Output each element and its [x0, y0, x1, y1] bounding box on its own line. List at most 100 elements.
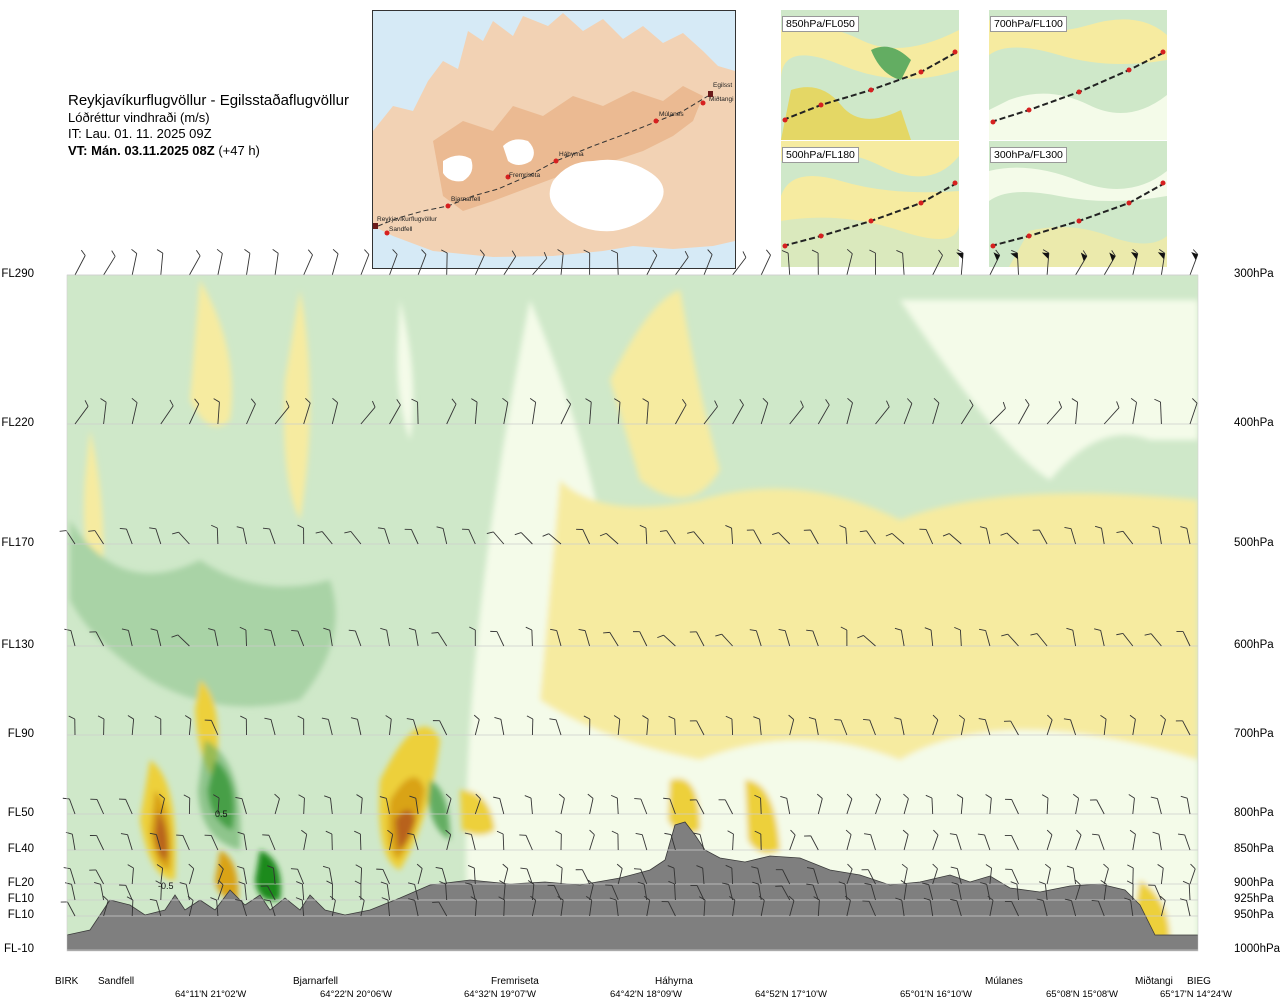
wind-barb [1063, 718, 1077, 736]
wind-barb [634, 798, 648, 815]
wind-barb [387, 829, 394, 851]
wind-barb [664, 832, 676, 851]
init-time: IT: Lau. 01. 11. 2025 09Z [68, 126, 212, 141]
wind-barb [1041, 794, 1049, 815]
wind-barb [585, 398, 592, 425]
wind-barb [557, 249, 564, 276]
wind-barb [274, 400, 290, 425]
wind-barb [216, 248, 223, 276]
wind-barb [875, 793, 882, 815]
hpa-label: 700hPa [1234, 728, 1274, 740]
wind-barb [661, 901, 676, 917]
map-label-hahyrna: Háhyrna [559, 151, 584, 158]
coordinate-label: 64°11'N 21°02'W [175, 989, 247, 1000]
wind-barb [188, 398, 200, 425]
wind-barb [68, 715, 76, 736]
wind-barb [885, 533, 905, 545]
wind-barb [689, 720, 705, 736]
wind-barb [859, 530, 876, 545]
wind-barb [583, 249, 591, 276]
wind-barb [703, 249, 713, 276]
mini-map-700: 700hPa/FL100 [989, 10, 1167, 140]
wind-barb [530, 895, 537, 917]
wind-barb [862, 900, 876, 917]
wind-barb [486, 531, 505, 545]
wind-barb [932, 397, 940, 425]
wind-barb [1094, 525, 1105, 545]
wind-barb [118, 798, 133, 815]
valid-time: VT: Mán. 03.11.2025 08Z (+47 h) [68, 142, 368, 159]
wind-barb [1094, 628, 1105, 647]
wind-barb [642, 398, 649, 425]
wind-barb [297, 715, 305, 736]
wind-barb [635, 833, 648, 851]
wind-barb [176, 834, 190, 851]
fl-label: FL40 [7, 843, 34, 855]
wind-barb [502, 397, 509, 425]
wind-barb [360, 400, 376, 425]
wind-barb [846, 248, 853, 276]
wind-barb [1010, 881, 1019, 901]
wind-barb [445, 829, 452, 851]
wind-barb [503, 250, 517, 276]
wind-barb [381, 897, 390, 917]
wind-barb [663, 797, 676, 815]
fl-label: FL10 [7, 909, 34, 921]
wind-barb [246, 398, 256, 425]
wind-barb [857, 635, 876, 647]
wind-barb [1003, 720, 1019, 736]
wind-barb [119, 884, 133, 901]
wind-barb [775, 869, 791, 885]
wind-barb [864, 882, 876, 901]
fl-label: FL290 [1, 268, 34, 280]
wind-barb [490, 630, 505, 647]
wind-barb [326, 880, 333, 901]
hpa-label: 300hPa [1234, 268, 1274, 280]
wind-barb [100, 398, 107, 425]
wind-barb [789, 829, 796, 851]
wind-barb [760, 398, 769, 425]
wind-barb [633, 868, 648, 885]
wind-barb [380, 627, 390, 647]
wind-barb [358, 895, 365, 917]
wind-barb [1004, 900, 1019, 917]
wind-barb [1126, 880, 1134, 901]
wind-barb [894, 627, 905, 647]
wind-barb [502, 863, 509, 885]
wind-barb [977, 833, 991, 851]
wind-barb [360, 249, 370, 276]
wind-barb [958, 714, 965, 736]
wind-barb [1032, 529, 1048, 545]
wind-barb [126, 896, 134, 917]
wind-barb [88, 530, 104, 545]
station-label: Fremriseta [491, 976, 539, 987]
fl-label: FL50 [7, 807, 34, 819]
wind-barb [445, 793, 452, 815]
contour-label: -0.5 [158, 881, 174, 891]
wind-barb [576, 528, 591, 545]
wind-barb [213, 398, 220, 425]
wind-barbs [59, 248, 1199, 917]
mini-map-label: 500hPa/FL180 [782, 147, 859, 163]
wind-barb [244, 249, 251, 276]
fl-label: FL90 [7, 728, 34, 740]
wind-barb [211, 524, 219, 545]
wind-barb [315, 531, 333, 545]
wind-barb [950, 866, 962, 885]
wind-barb [587, 879, 594, 901]
wind-barb [210, 897, 219, 917]
wind-barb [816, 793, 823, 815]
coordinate-label: 64°22'N 20°06'W [320, 989, 392, 1000]
wind-barb [813, 896, 820, 917]
wind-barb [922, 882, 934, 901]
wind-barb [237, 865, 247, 885]
wind-barb [1066, 865, 1077, 885]
wind-barb [264, 717, 276, 736]
wind-barb [1046, 401, 1063, 425]
wind-barb [875, 400, 890, 425]
wind-barb [1030, 633, 1048, 647]
wind-barb [698, 896, 706, 917]
valid-time-offset: (+47 h) [218, 143, 260, 158]
wind-barb [127, 715, 135, 736]
mini-map-300: 300hPa/FL300 [989, 141, 1167, 267]
